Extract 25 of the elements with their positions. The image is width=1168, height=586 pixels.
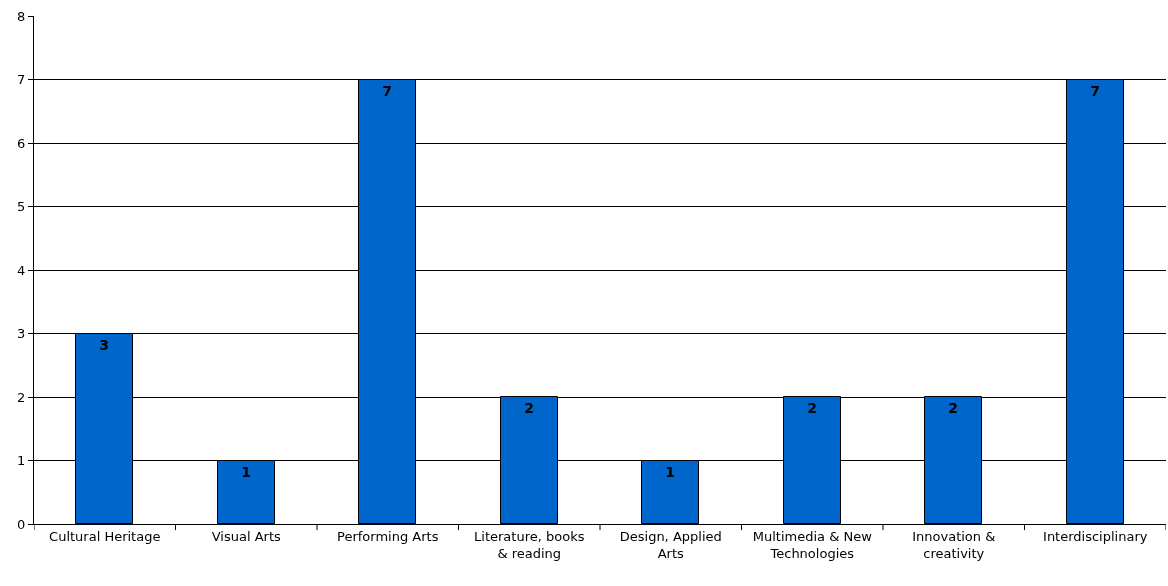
- data-label: 2: [807, 399, 817, 416]
- x-tick-label: Innovation & creativity: [912, 528, 996, 561]
- data-label: 3: [99, 336, 109, 353]
- x-tick-label: Performing Arts: [337, 528, 439, 544]
- y-tick-label: 4: [17, 262, 26, 278]
- data-label: 1: [241, 463, 251, 480]
- x-tick-label: Cultural Heritage: [49, 528, 161, 544]
- y-tick-label: 1: [17, 453, 26, 469]
- y-tick-label: 0: [17, 516, 26, 532]
- x-tick-label: Visual Arts: [211, 528, 281, 544]
- y-tick-label: 5: [17, 199, 26, 215]
- data-label: 2: [948, 399, 958, 416]
- data-label: 1: [665, 463, 675, 480]
- y-tick-label: 6: [17, 135, 26, 151]
- y-tick-label: 2: [17, 389, 26, 405]
- x-tick-label: Interdisciplinary: [1043, 528, 1148, 544]
- data-label: 7: [1090, 82, 1100, 99]
- y-tick-label: 3: [17, 326, 26, 342]
- y-tick-label: 8: [17, 8, 26, 24]
- x-tick-label: Literature, books & reading: [474, 528, 585, 561]
- data-label: 2: [524, 399, 534, 416]
- data-label: 7: [382, 82, 392, 99]
- x-tick-label: Design, Applied Arts: [619, 528, 722, 561]
- y-tick-label: 7: [17, 72, 26, 88]
- x-tick-label: Multimedia & New Technologies: [752, 528, 873, 561]
